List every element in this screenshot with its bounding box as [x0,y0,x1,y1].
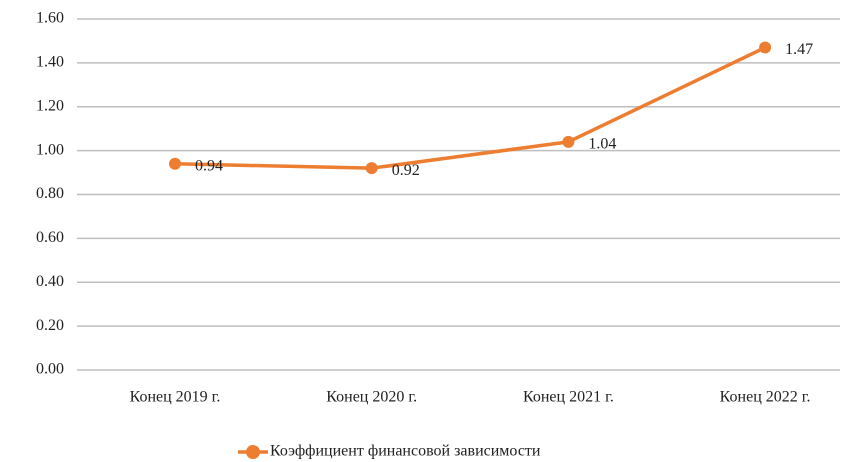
y-tick-label: 1.20 [36,97,64,114]
data-label: 0.92 [392,162,420,179]
legend-label: Коэффициент финансовой зависимости [270,443,541,460]
y-tick-label: 1.40 [36,54,64,71]
y-tick-label: 0.00 [36,361,64,378]
data-point [169,157,181,170]
x-tick-label: Конец 2020 г. [326,389,417,406]
y-tick-label: 0.20 [36,317,64,334]
x-tick-label: Конец 2019 г. [130,389,221,406]
data-point [365,162,378,175]
data-point [759,41,772,54]
y-tick-label: 0.40 [36,273,64,290]
y-tick-label: 1.60 [36,10,64,27]
data-label: 1.47 [785,41,813,58]
series-line [174,45,766,170]
data-point [562,135,575,148]
x-tick-label: Конец 2022 г. [720,389,811,406]
data-label: 1.04 [588,136,616,153]
data-label: 0.94 [195,157,223,174]
y-tick-label: 0.80 [36,185,64,202]
y-tick-label: 1.00 [36,141,64,158]
x-tick-label: Конец 2021 г. [523,389,614,406]
y-tick-label: 0.60 [36,229,64,246]
